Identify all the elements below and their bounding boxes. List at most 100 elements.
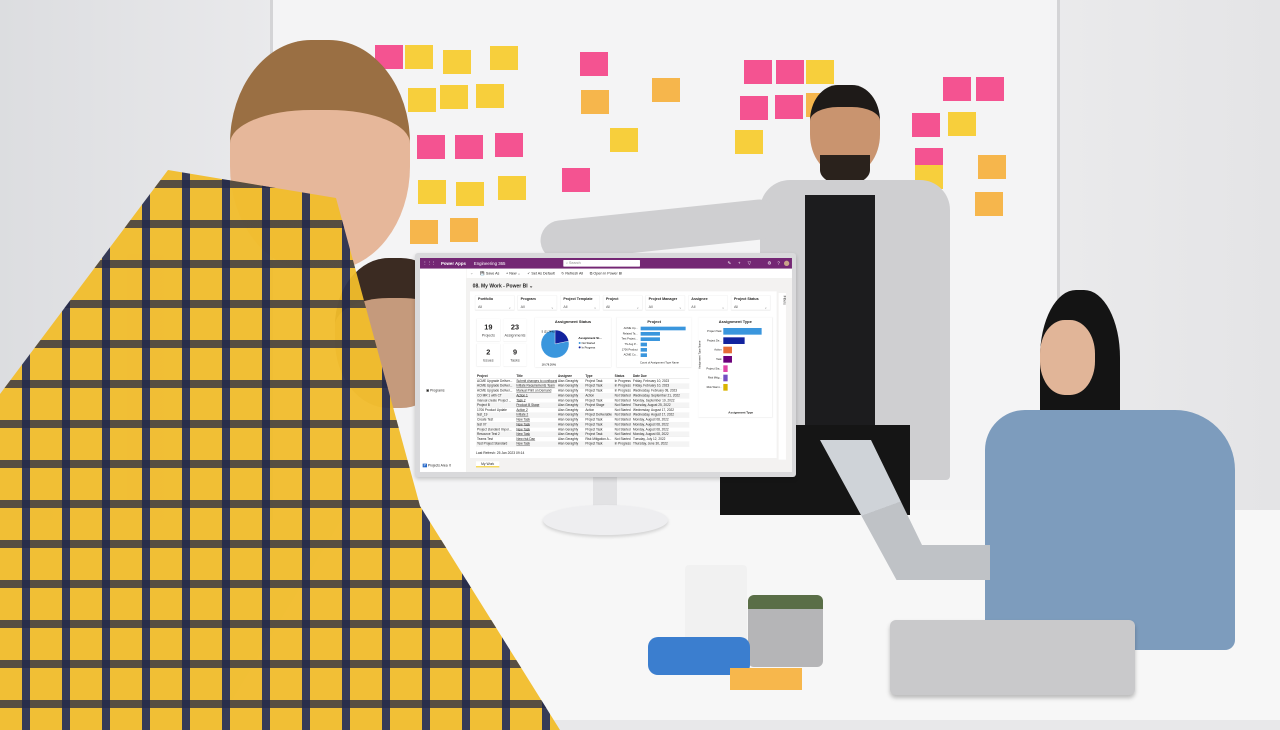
table-row[interactable]: Resource Test 2 New Task Alan Geraghty Proj… xyxy=(475,431,690,437)
column-header[interactable]: Date Due xyxy=(632,374,647,379)
filter-slicer[interactable]: Portfolio All ⌄ xyxy=(474,295,515,310)
sticky-note xyxy=(740,96,768,120)
filter-slicer[interactable]: Project Status All ⌄ xyxy=(730,295,771,310)
table-cell: Project Deliverable xyxy=(585,413,612,417)
table-cell[interactable]: New risk Dan xyxy=(516,437,536,441)
assignment-type-bar[interactable] xyxy=(723,365,728,372)
project-bar[interactable] xyxy=(640,331,660,336)
sticky-note xyxy=(652,78,680,102)
table-cell: Resource Test 2 xyxy=(476,432,500,437)
table-cell: Not Started xyxy=(614,432,631,437)
column-header[interactable]: Status xyxy=(614,374,625,379)
gear-icon[interactable]: ⚙ xyxy=(767,260,772,266)
table-cell: Project Task xyxy=(585,384,603,388)
column-header[interactable]: Project xyxy=(476,374,488,379)
sticky-note xyxy=(443,50,471,74)
page-title[interactable]: 08. My Work - Power BI ⌄ xyxy=(472,282,534,289)
table-cell[interactable]: Product B Stage xyxy=(516,403,540,408)
table-cell[interactable]: Initiate 2 xyxy=(516,413,529,417)
table-row[interactable]: 1706 Product Update Action 2 Alan Geraghty… xyxy=(475,408,690,413)
project-bar[interactable] xyxy=(640,347,648,352)
plus-icon[interactable]: + xyxy=(738,260,741,266)
chevron-down-icon: ⌄ xyxy=(508,305,512,310)
table-row[interactable]: CO MR 1 with CT Action 1 Alan Geraghty Acti… xyxy=(475,393,690,399)
table-row[interactable]: test_19 Initiate 2 Alan Geraghty Project De… xyxy=(475,412,690,418)
bar-label: 1706 Product xyxy=(621,347,638,351)
table-cell: Wednesday, September 21, 2022 xyxy=(632,393,680,398)
filters-pane-toggle[interactable]: Filters xyxy=(778,292,786,460)
table-row[interactable]: Project standard Impor... New Task Alan Ge… xyxy=(475,427,690,432)
kpi-value: 19 xyxy=(484,322,493,331)
table-cell: Create Test xyxy=(476,417,494,422)
table-cell: Not Started xyxy=(614,398,631,403)
table-cell[interactable]: Manual Print on Demand xyxy=(516,388,552,393)
table-row[interactable]: ACME Upgrade Deliver... Initiate Requirem… xyxy=(475,383,690,389)
table-cell[interactable]: Task 2 xyxy=(516,398,526,403)
table-cell: Not Started xyxy=(614,393,631,398)
assignment-type-bar[interactable] xyxy=(723,355,732,363)
app-launcher-icon[interactable]: ⋮⋮⋮ xyxy=(422,260,436,266)
bar-label: ACME Co... xyxy=(623,353,638,357)
nav-item-programs[interactable]: ▣ Programs xyxy=(425,388,445,393)
table-cell[interactable]: Initiate Requirements Team xyxy=(516,384,555,388)
assignment-type-bar[interactable] xyxy=(723,374,728,382)
table-cell[interactable]: New Task xyxy=(516,432,530,437)
column-header[interactable]: Assignee xyxy=(557,374,573,379)
table-row[interactable]: Create Test New Task Alan Geraghty Project … xyxy=(475,417,690,423)
project-bar[interactable] xyxy=(640,337,660,341)
table-row[interactable]: test 07 New Task Alan Geraghty Project Task… xyxy=(475,422,690,428)
filter-slicer[interactable]: Project Manager All ⌄ xyxy=(645,295,685,310)
assignment-type-bar[interactable] xyxy=(723,346,732,354)
assignment-type-bar[interactable] xyxy=(723,327,762,335)
filter-icon[interactable]: ▽ xyxy=(747,260,751,266)
table-cell[interactable]: New Task xyxy=(516,417,530,422)
assignment-type-bar[interactable] xyxy=(723,337,745,344)
column-header[interactable]: Title xyxy=(516,374,523,379)
project-bar[interactable] xyxy=(640,342,648,347)
filter-slicer[interactable]: Project All ⌄ xyxy=(602,295,643,310)
table-cell: Action xyxy=(585,408,595,412)
table-row[interactable]: manual create Project ... Task 2 Alan Gera… xyxy=(475,398,690,403)
table-row[interactable]: Test Project Standard New Task Alan Geragh… xyxy=(475,441,690,447)
project-bar[interactable] xyxy=(640,353,648,357)
table-cell: Project Task xyxy=(585,388,603,393)
last-refresh: Last Refresh: 25 Jan 2023 09:14 xyxy=(475,451,525,455)
table-row[interactable]: ACME Upgrade Deliver... Submit changes to… xyxy=(475,379,690,384)
table-cell[interactable]: Submit changes to configurati... xyxy=(516,379,557,383)
help-icon[interactable]: ? xyxy=(777,260,780,266)
project-bar[interactable] xyxy=(640,326,686,331)
table-cell[interactable]: Action 2 xyxy=(516,408,528,412)
area-switcher[interactable]: P Projects Area ⇕ xyxy=(422,463,452,468)
sticky-note xyxy=(580,52,608,76)
filter-slicer[interactable]: Assignee All ⌄ xyxy=(688,295,728,310)
table-cell: Wednesday, February 08, 2023 xyxy=(632,388,678,393)
sticky-note xyxy=(450,218,478,242)
table-cell[interactable]: New Task xyxy=(516,442,530,446)
table-cell: Wednesday, August 17, 2022 xyxy=(632,413,675,417)
table-cell[interactable]: New Task xyxy=(516,427,530,432)
table-row[interactable]: ACME Upgrade Deliver... Manual Print on D… xyxy=(475,388,690,394)
table-row[interactable]: Teams Test New risk Dan Alan Geraghty Risk … xyxy=(475,437,690,442)
column-header[interactable]: Type xyxy=(585,374,593,379)
open-power-bi-button[interactable]: ⧉ Open in Power BI xyxy=(589,271,623,276)
table-row[interactable]: Project B Product B Stage Alan Geraghty Pro… xyxy=(475,402,690,408)
filter-value: All xyxy=(520,304,525,309)
filter-slicer[interactable]: Program All ⌄ xyxy=(517,295,557,310)
tab-my-work[interactable]: My Work xyxy=(475,461,500,468)
sticky-note xyxy=(610,128,638,152)
table-cell[interactable]: New Task xyxy=(516,422,530,427)
new-button[interactable]: + New ⌄ xyxy=(506,271,521,276)
filter-slicer[interactable]: Project Template All ⌄ xyxy=(560,295,600,310)
set-default-button[interactable]: ✓ Set As Default xyxy=(527,271,555,276)
pie-slice[interactable] xyxy=(540,329,570,359)
search-input[interactable]: ⌕ Search xyxy=(563,259,640,267)
table-cell[interactable]: Action 1 xyxy=(516,393,528,398)
save-as-button[interactable]: 💾 Save As xyxy=(480,271,500,276)
table-cell: Project Task xyxy=(585,398,603,403)
back-button[interactable]: ← xyxy=(469,271,474,276)
lightbulb-icon[interactable]: ✎ xyxy=(727,260,732,266)
avatar[interactable] xyxy=(783,260,790,266)
refresh-all-button[interactable]: ↻ Refresh All xyxy=(561,271,584,276)
assignment-status-pie[interactable]: 5 (21.74%) 18 (78.26%) Assignment St... … xyxy=(535,324,611,367)
assignment-type-bar[interactable] xyxy=(723,383,728,391)
